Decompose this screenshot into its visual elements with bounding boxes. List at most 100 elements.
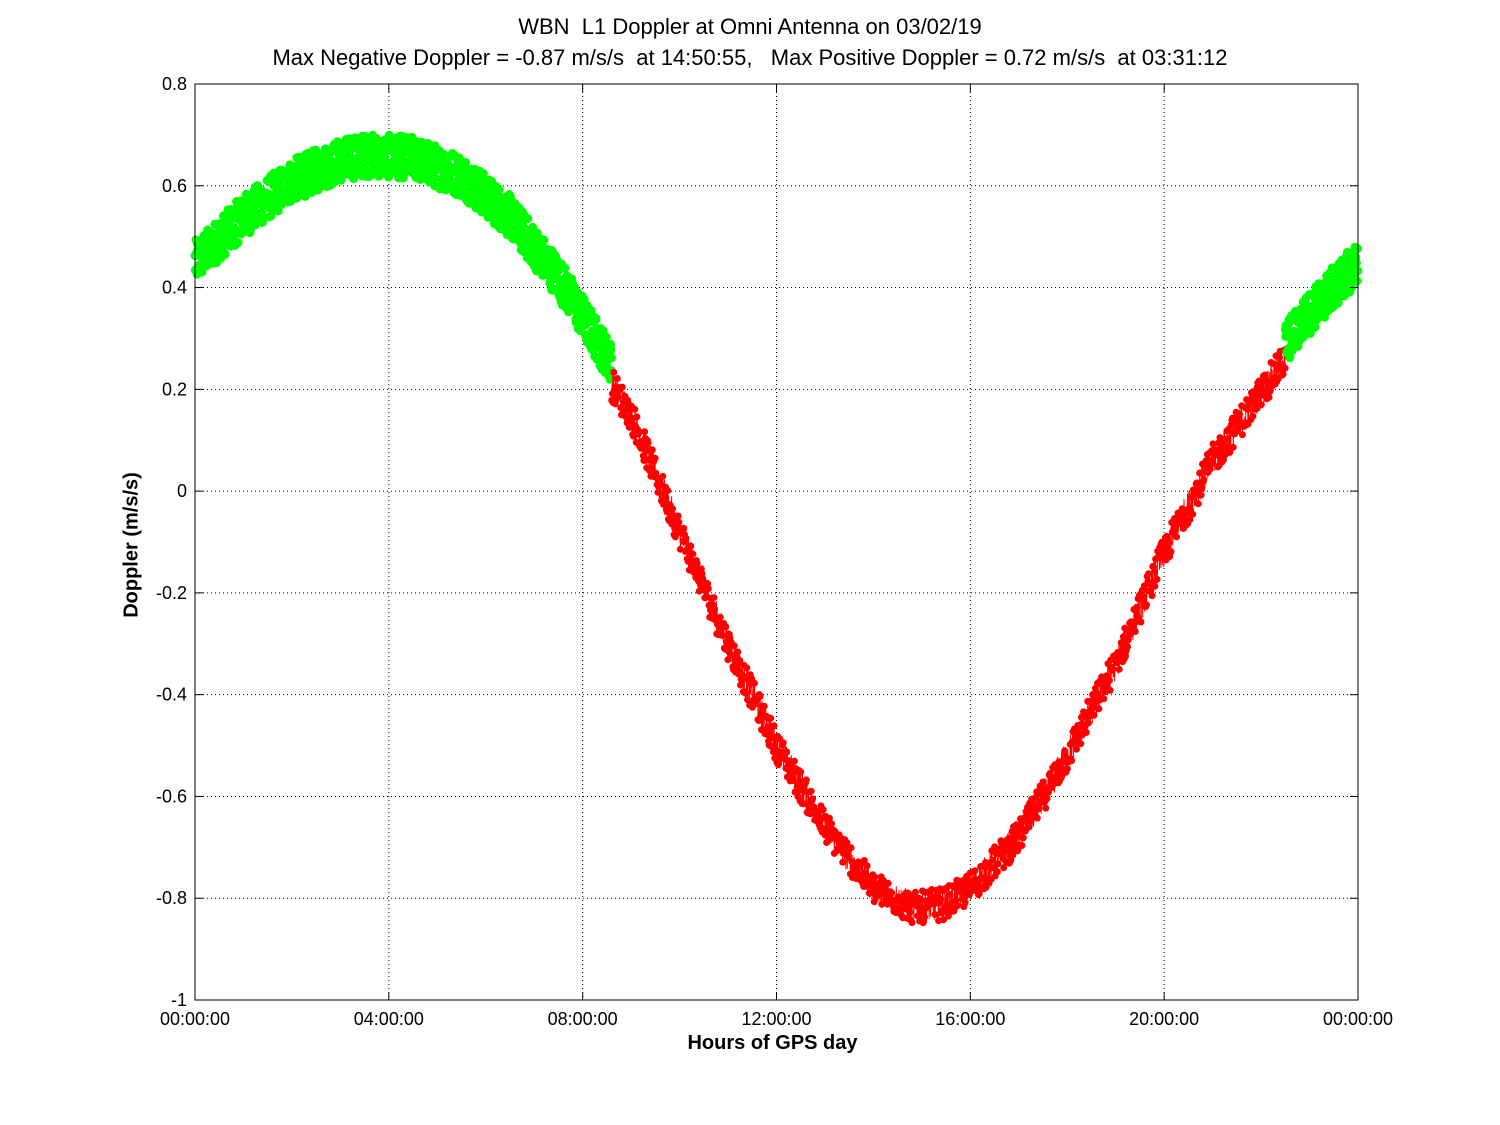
star-marker xyxy=(392,160,401,169)
star-marker xyxy=(375,137,384,146)
star-marker xyxy=(461,174,470,183)
star-marker xyxy=(539,267,548,276)
star-marker xyxy=(314,169,323,178)
star-marker xyxy=(522,250,531,259)
star-marker xyxy=(1300,313,1309,322)
star-marker xyxy=(489,200,498,209)
star-marker xyxy=(283,190,292,199)
star-marker xyxy=(453,166,462,175)
star-marker xyxy=(548,246,556,255)
star-marker xyxy=(491,196,500,205)
series-1-line xyxy=(611,345,1286,923)
star-marker xyxy=(247,222,256,231)
star-marker xyxy=(205,230,214,239)
star-marker xyxy=(296,153,304,162)
star-marker xyxy=(468,172,477,181)
star-marker xyxy=(478,200,487,209)
star-marker xyxy=(350,136,359,145)
star-marker xyxy=(371,160,380,169)
y-tick-label: 0 xyxy=(177,481,187,501)
star-marker xyxy=(1289,312,1298,321)
star-marker xyxy=(587,345,596,354)
series-1-band xyxy=(608,346,1289,927)
star-marker xyxy=(566,274,575,283)
star-marker xyxy=(270,182,279,191)
x-tick-label: 20:00:00 xyxy=(1129,1009,1199,1029)
star-marker xyxy=(241,227,250,236)
tick-layer: 00:00:00 04:00:00 08:00:00 12:00:00 16:00:00… xyxy=(156,74,1393,1029)
star-marker xyxy=(1329,279,1338,288)
star-marker xyxy=(201,234,210,243)
star-marker xyxy=(569,306,577,315)
star-marker xyxy=(199,259,208,268)
star-marker xyxy=(535,242,544,251)
data-layer xyxy=(190,130,1363,927)
series-0-band xyxy=(190,130,617,384)
star-marker xyxy=(272,185,281,194)
star-marker xyxy=(1310,308,1319,317)
star-marker xyxy=(195,241,204,250)
star-marker xyxy=(254,212,262,221)
star-marker xyxy=(396,167,405,176)
x-tick-label: 04:00:00 xyxy=(354,1009,424,1029)
star-marker xyxy=(562,284,571,293)
star-marker xyxy=(533,229,542,238)
star-marker xyxy=(457,162,466,171)
star-marker xyxy=(1340,280,1349,289)
star-marker xyxy=(466,196,475,205)
star-marker xyxy=(239,220,248,229)
y-tick-label: -0.8 xyxy=(156,888,187,908)
star-marker xyxy=(438,174,447,183)
star-marker xyxy=(363,156,372,165)
star-marker xyxy=(413,173,422,182)
star-marker xyxy=(245,214,254,223)
star-marker xyxy=(1308,312,1317,321)
star-marker xyxy=(499,200,508,209)
star-marker xyxy=(1323,307,1332,316)
star-marker xyxy=(300,156,309,165)
star-marker xyxy=(564,291,573,300)
star-marker xyxy=(317,160,325,169)
star-marker xyxy=(1287,311,1296,320)
star-marker xyxy=(447,151,456,160)
star-marker xyxy=(266,172,275,181)
star-marker xyxy=(403,144,412,153)
star-marker xyxy=(508,202,517,211)
star-marker xyxy=(440,169,449,178)
star-marker xyxy=(281,167,290,176)
series-0 xyxy=(190,130,617,384)
star-marker xyxy=(600,355,609,364)
star-marker xyxy=(556,281,565,290)
star-marker xyxy=(1312,315,1321,324)
star-marker xyxy=(592,315,601,324)
star-marker xyxy=(390,155,399,164)
series-1 xyxy=(608,345,1289,927)
star-marker xyxy=(367,169,376,178)
star-marker xyxy=(216,229,225,238)
star-marker xyxy=(365,136,374,145)
star-marker xyxy=(380,139,388,148)
star-marker xyxy=(268,199,277,208)
star-marker xyxy=(1342,252,1351,261)
y-tick-label: -0.4 xyxy=(156,685,187,705)
star-marker xyxy=(369,155,378,164)
x-tick-label: 00:00:00 xyxy=(1323,1009,1393,1029)
star-marker xyxy=(329,142,338,151)
star-marker xyxy=(1306,320,1315,329)
star-marker xyxy=(359,138,367,147)
star-marker xyxy=(554,266,563,275)
star-marker xyxy=(203,225,212,234)
star-marker xyxy=(1298,334,1307,343)
star-marker xyxy=(306,161,315,170)
star-marker xyxy=(354,144,363,153)
star-marker xyxy=(537,248,546,257)
star-marker xyxy=(516,230,525,239)
star-marker xyxy=(298,163,307,172)
star-marker xyxy=(571,288,580,297)
star-marker xyxy=(264,177,273,186)
star-marker xyxy=(455,172,464,181)
star-marker xyxy=(560,279,569,288)
star-marker xyxy=(493,221,502,230)
star-marker xyxy=(308,184,317,193)
star-marker xyxy=(474,171,483,180)
